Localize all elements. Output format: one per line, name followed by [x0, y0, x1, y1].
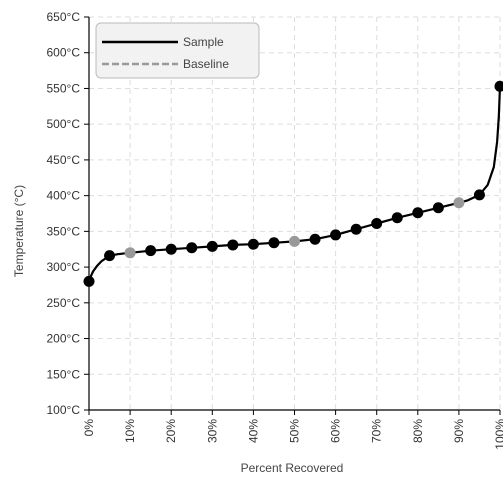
y-tick-label: 600°C	[47, 46, 81, 60]
legend-box	[95, 22, 260, 79]
x-tick-label: 70%	[370, 419, 384, 443]
y-tick-label: 100°C	[47, 403, 81, 417]
y-tick-label: 300°C	[47, 260, 81, 274]
y-tick-label: 550°C	[47, 81, 81, 95]
legend-sample-label: Sample	[183, 35, 224, 49]
sample-data-point	[104, 250, 116, 262]
x-tick-label: 30%	[205, 419, 219, 443]
x-tick-label: 90%	[452, 419, 466, 443]
x-tick-label: 10%	[123, 419, 137, 443]
y-tick-label: 250°C	[47, 296, 81, 310]
sample-data-point	[268, 237, 280, 249]
y-tick-label: 450°C	[47, 153, 81, 167]
y-tick-label: 150°C	[47, 367, 81, 381]
baseline-data-point	[124, 247, 136, 259]
sample-data-point	[350, 223, 362, 235]
sample-data-point	[473, 189, 485, 201]
baseline-data-point	[289, 235, 300, 247]
sample-data-point	[412, 207, 424, 219]
sample-data-point	[165, 243, 177, 255]
sample-data-point	[83, 275, 95, 287]
sample-data-point	[371, 218, 383, 230]
y-tick-label: 650°C	[47, 10, 81, 24]
sample-data-point	[309, 233, 321, 245]
y-tick-label: 400°C	[47, 189, 81, 203]
x-tick-label: 40%	[246, 419, 260, 443]
x-tick-label: 0%	[82, 419, 96, 437]
sample-data-point	[494, 80, 503, 92]
x-tick-label: 80%	[411, 419, 425, 443]
sample-data-point	[227, 239, 239, 251]
legend-baseline-label: Baseline	[183, 57, 229, 71]
y-tick-label: 200°C	[47, 332, 81, 346]
y-tick-label: 350°C	[47, 224, 81, 238]
x-tick-label: 20%	[164, 419, 178, 443]
baseline-data-point	[453, 197, 465, 209]
series-layer	[83, 80, 503, 287]
x-tick-label: 60%	[329, 419, 343, 443]
sample-data-point	[145, 245, 157, 257]
legend: Sample Baseline	[95, 22, 260, 79]
x-axis-ticks: 0% 10% 20% 30% 40% 50% 60% 70% 80% 90% 100%	[82, 410, 503, 450]
y-axis-ticks: 100°C 150°C 200°C 250°C 300°C 350°C 400°C 450°C…	[47, 10, 89, 417]
sample-data-point	[391, 212, 403, 224]
x-tick-label: 100%	[493, 419, 503, 450]
y-axis-title: Temperature (°C)	[12, 185, 26, 277]
sample-data-point	[206, 240, 218, 252]
sample-data-point	[247, 238, 259, 250]
sample-data-point	[186, 242, 198, 254]
x-tick-label: 50%	[288, 419, 302, 443]
sample-data-point	[432, 202, 444, 214]
x-axis-title: Percent Recovered	[241, 461, 344, 475]
y-tick-label: 500°C	[47, 117, 81, 131]
sample-data-point	[330, 229, 342, 241]
